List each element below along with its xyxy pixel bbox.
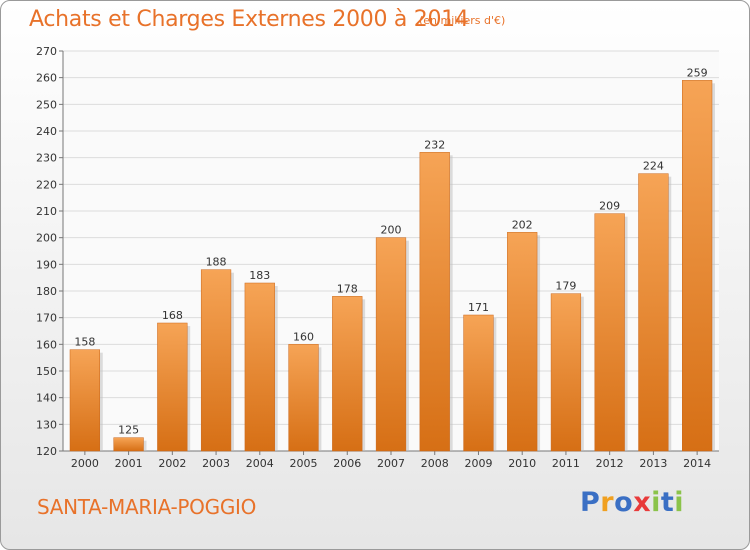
x-tick-label-2014: 2014 bbox=[683, 457, 711, 470]
x-tick-label-2011: 2011 bbox=[552, 457, 580, 470]
y-tick-label: 170 bbox=[36, 312, 57, 325]
chart-title: Achats et Charges Externes 2000 à 2014 bbox=[29, 7, 469, 32]
y-tick-label: 190 bbox=[36, 258, 57, 271]
data-label-2012: 209 bbox=[599, 200, 620, 213]
x-tick-label-2000: 2000 bbox=[71, 457, 99, 470]
x-tick-label-2009: 2009 bbox=[464, 457, 492, 470]
data-label-2010: 202 bbox=[512, 218, 533, 231]
bar-2005 bbox=[288, 344, 319, 452]
logo-letter: i bbox=[651, 487, 661, 518]
bar-2002 bbox=[157, 322, 188, 452]
y-tick-label: 180 bbox=[36, 285, 57, 298]
x-tick-label-2007: 2007 bbox=[377, 457, 405, 470]
data-label-2005: 160 bbox=[293, 330, 314, 343]
data-label-2002: 168 bbox=[162, 309, 183, 322]
data-label-2006: 178 bbox=[337, 282, 358, 295]
logo-letter: P bbox=[580, 487, 601, 518]
y-tick-label: 230 bbox=[36, 152, 57, 165]
bars bbox=[69, 80, 716, 452]
data-label-2014: 259 bbox=[687, 66, 708, 79]
place-name: SANTA-MARIA-POGGIO bbox=[37, 495, 257, 519]
bar-2003 bbox=[200, 269, 232, 452]
logo-letter: x bbox=[633, 487, 652, 518]
bar-2004 bbox=[244, 282, 275, 452]
y-tick-label: 240 bbox=[36, 125, 57, 138]
bar-2000 bbox=[69, 349, 100, 452]
bar-2001 bbox=[113, 437, 144, 452]
x-tick-label-2004: 2004 bbox=[246, 457, 274, 470]
data-label-2013: 224 bbox=[643, 160, 664, 173]
y-tick-label: 210 bbox=[36, 205, 57, 218]
x-tick-label-2003: 2003 bbox=[202, 457, 230, 470]
data-label-2004: 183 bbox=[249, 269, 270, 282]
data-label-2001: 125 bbox=[118, 424, 139, 437]
bar-2010 bbox=[507, 232, 538, 452]
data-label-2009: 171 bbox=[468, 301, 489, 314]
proxiti-logo: Proxiti bbox=[580, 487, 684, 518]
y-tick-label: 270 bbox=[36, 45, 57, 58]
x-tick-label-2008: 2008 bbox=[421, 457, 449, 470]
data-label-2007: 200 bbox=[381, 224, 402, 237]
y-tick-label: 120 bbox=[36, 445, 57, 458]
x-tick-label-2012: 2012 bbox=[596, 457, 624, 470]
bar-2014 bbox=[682, 80, 713, 452]
bar-2013 bbox=[638, 173, 669, 452]
logo-letter: r bbox=[600, 487, 615, 518]
y-tick-label: 140 bbox=[36, 392, 57, 405]
bar-2007 bbox=[375, 237, 407, 452]
logo-letter: i bbox=[674, 487, 685, 518]
y-tick-label: 200 bbox=[36, 232, 57, 245]
y-tick-label: 260 bbox=[36, 72, 57, 85]
bar-2006 bbox=[332, 296, 363, 452]
data-label-2000: 158 bbox=[74, 336, 95, 349]
x-tick-label-2010: 2010 bbox=[508, 457, 536, 470]
y-tick-label: 130 bbox=[36, 418, 57, 431]
y-tick-label: 150 bbox=[36, 365, 57, 378]
data-label-2003: 188 bbox=[206, 256, 227, 269]
y-tick-label: 160 bbox=[36, 338, 57, 351]
data-labels: 158 125 168 188 183 160 178 200 232 171 202 179 209 2… bbox=[74, 66, 707, 436]
bar-2012 bbox=[594, 213, 625, 452]
x-tick-label-2006: 2006 bbox=[333, 457, 361, 470]
chart-subtitle: (en milliers d'€) bbox=[419, 14, 506, 27]
y-tick-label: 250 bbox=[36, 98, 57, 111]
bar-2009 bbox=[463, 314, 494, 452]
x-tick-label-2002: 2002 bbox=[158, 457, 186, 470]
logo-letter: o bbox=[614, 487, 634, 518]
x-tick-label-2005: 2005 bbox=[290, 457, 318, 470]
data-label-2008: 232 bbox=[424, 138, 445, 151]
x-tick-label-2013: 2013 bbox=[639, 457, 667, 470]
x-tick-label-2001: 2001 bbox=[115, 457, 143, 470]
logo-letter: t bbox=[660, 487, 675, 518]
y-tick-label: 220 bbox=[36, 178, 57, 191]
bar-2011 bbox=[550, 293, 582, 452]
bar-2008 bbox=[419, 152, 450, 452]
data-label-2011: 179 bbox=[555, 280, 576, 293]
